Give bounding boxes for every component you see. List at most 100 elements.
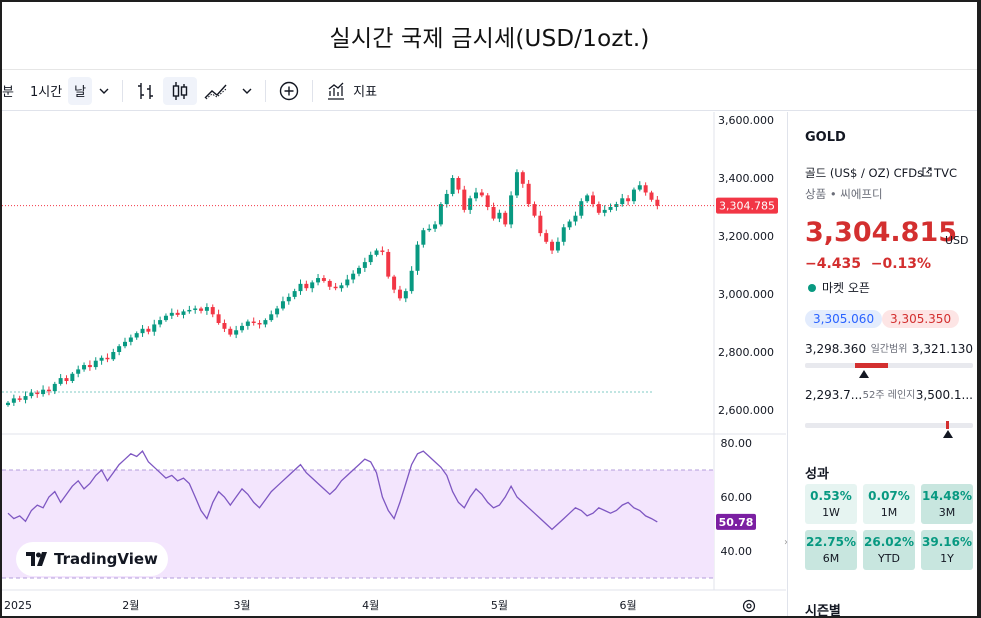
- candle-body: [602, 209, 607, 213]
- candle-body: [438, 204, 443, 225]
- bid-price-badge: 3,305.060: [805, 310, 883, 328]
- candle-body: [216, 314, 221, 323]
- candle-body: [333, 286, 338, 289]
- time-axis-label: 2025: [4, 599, 32, 612]
- candle-body: [199, 308, 204, 311]
- week52-range: 2,293.7... 52주 레인지 3,500.1...: [805, 388, 973, 402]
- toolbar-divider: [265, 79, 267, 102]
- performance-period: 1W: [822, 506, 840, 519]
- price-axis-label: 3,200.000: [718, 230, 774, 243]
- symbol-ticker[interactable]: GOLD: [805, 130, 846, 145]
- symbol-category: 상품 • 씨에프디: [805, 187, 883, 201]
- performance-value: 26.02%: [864, 535, 914, 549]
- candle-body: [163, 315, 168, 321]
- market-status: 마켓 오픈: [808, 279, 870, 296]
- candle-body: [111, 352, 116, 360]
- candle-body: [169, 312, 174, 316]
- candle-body: [380, 250, 385, 252]
- candle-body: [614, 204, 619, 207]
- candle-body: [497, 212, 502, 219]
- candle-body: [321, 278, 326, 281]
- interval-day-button[interactable]: 날: [68, 76, 93, 105]
- candle-body: [280, 301, 285, 309]
- price-change: −4.435 −0.13%: [805, 256, 931, 272]
- ask-price-badge: 3,305.350: [882, 310, 960, 328]
- candle-body: [637, 185, 642, 190]
- candle-body: [193, 308, 198, 310]
- performance-cell-1w[interactable]: 0.53% 1W: [805, 484, 857, 524]
- price-axis-label: 2,600.000: [718, 404, 774, 417]
- candle-body: [579, 201, 584, 216]
- candle-body: [421, 230, 426, 245]
- settings-gear-icon[interactable]: [742, 599, 756, 613]
- toolbar-divider: [312, 79, 314, 102]
- candle-body: [87, 365, 92, 368]
- day-low: 3,298.360: [805, 342, 867, 356]
- interval-dropdown-button[interactable]: [92, 77, 116, 105]
- price-axis-label: 3,600.000: [718, 114, 774, 127]
- tradingview-logo[interactable]: TradingView: [16, 542, 168, 576]
- day-range: 3,298.360 일간범위 3,321.130: [805, 342, 973, 356]
- candle-body: [626, 198, 631, 202]
- performance-cell-6m[interactable]: 22.75% 6M: [805, 530, 857, 570]
- page-title: 실시간 국제 금시세(USD/1ozt.): [2, 2, 977, 70]
- candle-body: [123, 341, 127, 347]
- interval-minute-button[interactable]: 분: [2, 85, 14, 100]
- candle-body: [444, 193, 449, 205]
- rsi-axis-label: 60.00: [721, 491, 753, 504]
- price-change-abs: −4.435: [805, 256, 862, 272]
- candle-body: [585, 195, 590, 202]
- time-axis-label: 5월: [491, 599, 508, 612]
- candle-body: [316, 278, 321, 283]
- candle-body: [117, 346, 122, 352]
- candle-body: [596, 204, 601, 213]
- day-range-label: 일간범위: [870, 343, 908, 355]
- candles-style-button[interactable]: [163, 76, 198, 105]
- candle-body: [561, 227, 566, 242]
- indicators-button[interactable]: 지표: [319, 77, 383, 105]
- performance-period: 1M: [880, 506, 898, 519]
- last-price-tag-label: 3,304.785: [719, 200, 775, 213]
- candles-group: [6, 169, 660, 407]
- rsi-line: [7, 450, 658, 531]
- add-symbol-button[interactable]: [272, 77, 306, 105]
- area-chart-icon: [204, 84, 227, 99]
- price-change-pct: −0.13%: [870, 256, 932, 272]
- candle-body: [655, 199, 660, 206]
- chart-area[interactable]: 3,600.000 3,400.000 3,200.000 3,000.000 2,80…: [2, 112, 786, 616]
- performance-cell-ytd[interactable]: 26.02% YTD: [863, 530, 915, 570]
- price-axis-label: 3,000.000: [718, 288, 774, 301]
- candle-body: [339, 285, 344, 289]
- gear-inner: [746, 603, 752, 609]
- performance-cell-1y[interactable]: 39.16% 1Y: [921, 530, 973, 570]
- symbol-description: 골드 (US$ / OZ) CFDs · TVC: [805, 165, 957, 181]
- candle-body: [58, 378, 63, 384]
- compare-style-button[interactable]: [197, 77, 235, 105]
- candle-body: [608, 207, 613, 210]
- performance-cell-1m[interactable]: 0.07% 1M: [863, 484, 915, 524]
- chart-style-dropdown[interactable]: [235, 77, 259, 105]
- candle-body: [286, 296, 291, 302]
- indicators-icon: [328, 82, 345, 100]
- candle-body: [503, 212, 508, 225]
- rsi-last-tag-label: 50.78: [719, 516, 754, 529]
- performance-value: 22.75%: [806, 535, 856, 549]
- interval-hour-button[interactable]: 1시간: [29, 85, 63, 100]
- candle-body: [17, 398, 22, 400]
- seasonals-title: 시즌별: [805, 604, 841, 618]
- candle-body: [631, 189, 636, 202]
- performance-cell-3m[interactable]: 14.48% 3M: [921, 484, 973, 524]
- candle-body: [175, 312, 180, 315]
- candle-body: [491, 207, 496, 219]
- performance-period: 3M: [938, 506, 956, 519]
- candle-body: [450, 178, 455, 194]
- candle-body: [555, 241, 560, 251]
- external-link-icon[interactable]: [921, 166, 933, 178]
- panel-collapse-handle[interactable]: ›: [784, 537, 788, 548]
- candle-body: [514, 172, 519, 196]
- candle-body: [187, 309, 192, 312]
- candle-body: [204, 307, 209, 311]
- chevron-down-icon: [242, 88, 252, 94]
- bar-style-button[interactable]: [129, 77, 163, 105]
